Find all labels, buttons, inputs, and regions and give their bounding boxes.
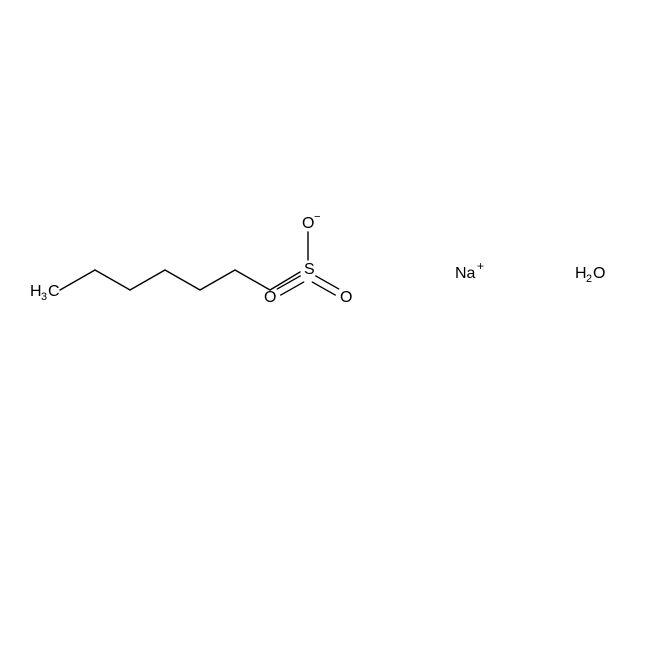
svg-text:O: O	[593, 265, 605, 282]
svg-text:2: 2	[586, 273, 592, 285]
svg-text:3: 3	[41, 291, 47, 303]
structure-canvas: H3CSO−OONa+H2O	[0, 0, 650, 650]
svg-text:O: O	[340, 289, 352, 306]
svg-text:+: +	[477, 259, 484, 273]
svg-text:O: O	[302, 215, 314, 232]
svg-text:C: C	[48, 283, 60, 300]
molecule-svg: H3CSO−OONa+H2O	[0, 0, 650, 650]
svg-text:O: O	[264, 289, 276, 306]
svg-text:H: H	[575, 265, 587, 282]
svg-text:H: H	[30, 283, 42, 300]
svg-text:S: S	[304, 261, 315, 278]
svg-text:−: −	[314, 211, 321, 223]
svg-text:Na: Na	[455, 265, 476, 282]
